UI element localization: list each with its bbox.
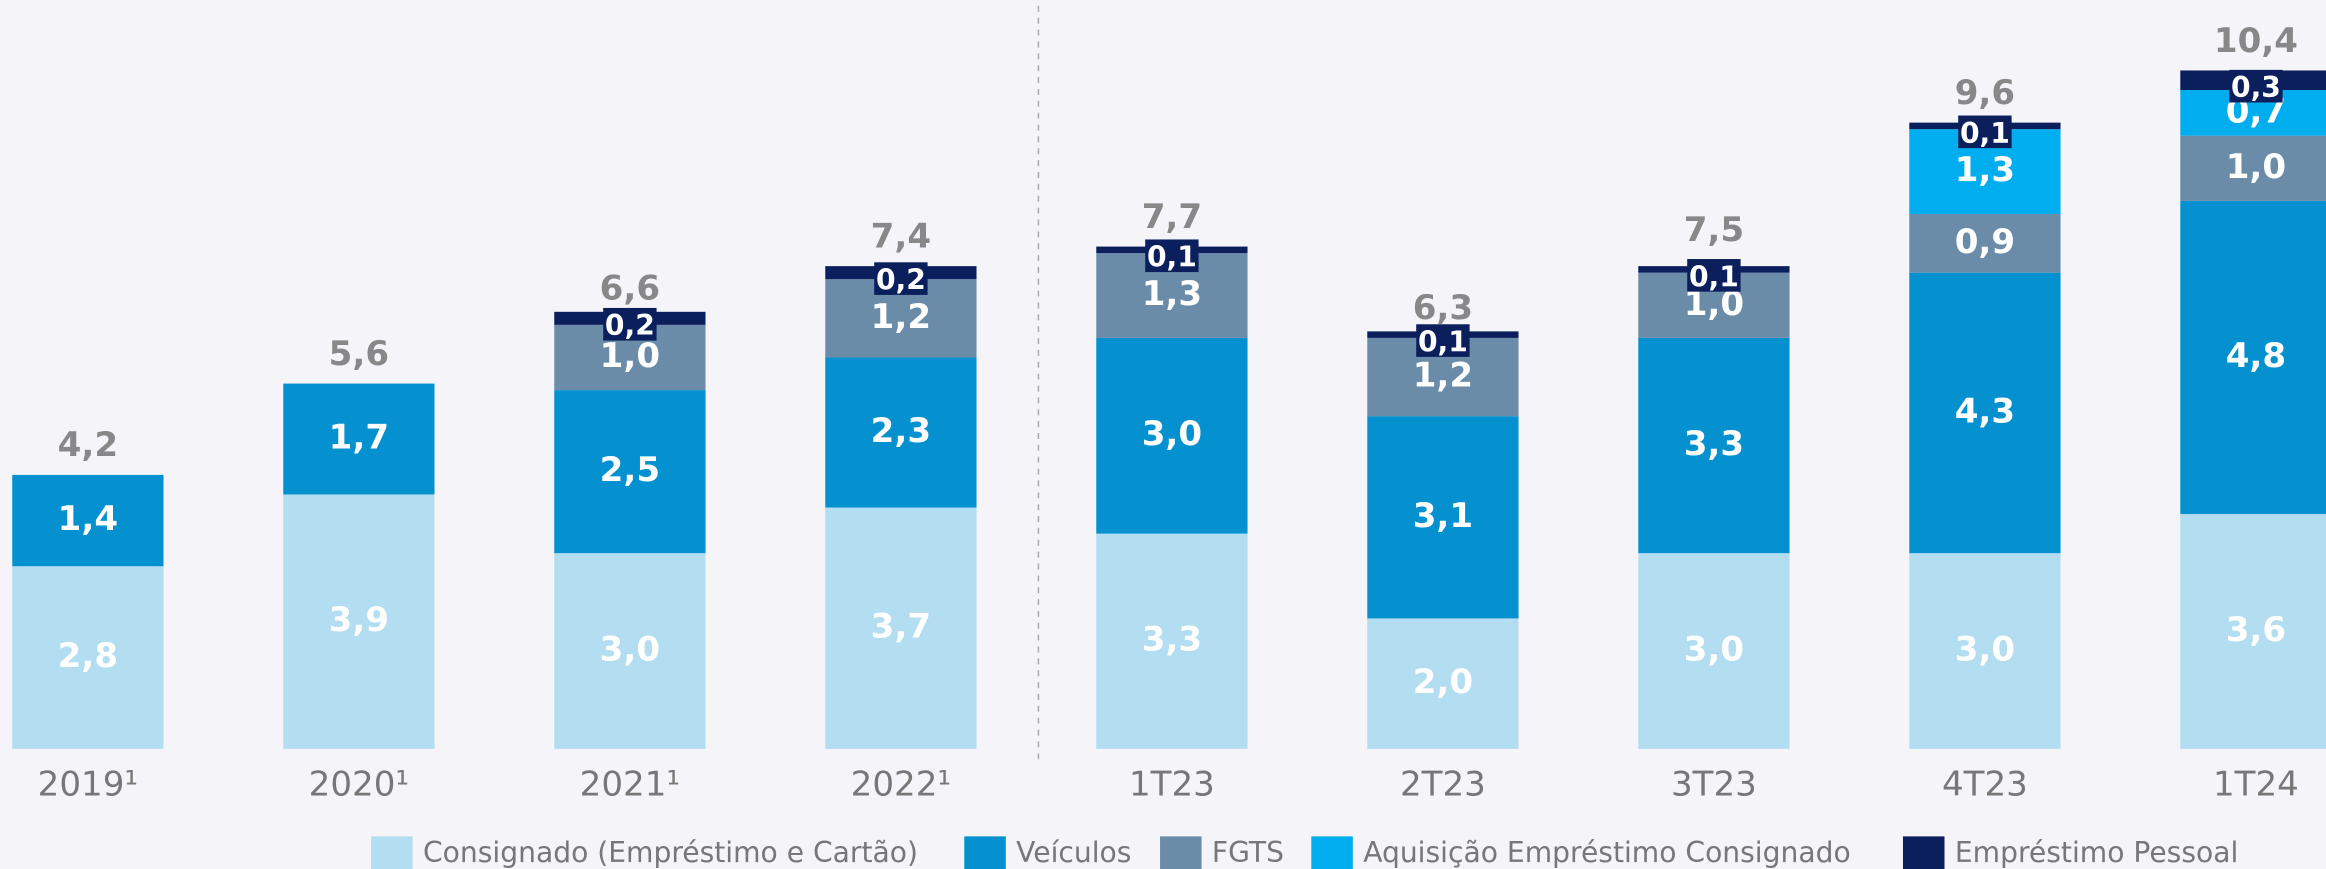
data-label: 1,2 [1413, 356, 1473, 396]
data-label: 4,3 [1955, 391, 2015, 431]
data-label: 0,2 [876, 264, 926, 297]
bar-segment [1909, 213, 2061, 273]
bar-segment [1096, 337, 1248, 534]
legend-swatch [964, 836, 1006, 869]
label-box [2229, 69, 2283, 103]
x-tick-label: 4T23 [1942, 764, 2028, 804]
data-label: 1,2 [871, 297, 931, 337]
data-label: 1,3 [1955, 150, 2015, 190]
legend-swatch [1160, 836, 1202, 869]
total-label: 10,4 [2214, 21, 2298, 61]
data-label: 3,3 [1684, 424, 1744, 464]
x-tick-label: 1T23 [1129, 764, 1215, 804]
x-tick-label: 2T23 [1400, 764, 1486, 804]
data-label: 0,9 [1955, 222, 2015, 262]
total-label: 6,6 [600, 269, 660, 309]
data-label: 2,0 [1413, 662, 1473, 702]
data-label: 2,8 [58, 636, 118, 676]
data-label: 1,7 [329, 418, 389, 458]
label-box [1416, 324, 1470, 357]
legend-label: Consignado (Empréstimo e Cartão) [423, 836, 918, 869]
x-tick-label: 2021¹ [580, 764, 680, 804]
bar-segment [1638, 337, 1790, 554]
bar-segment [283, 383, 435, 495]
data-label: 4,8 [2226, 336, 2286, 376]
data-label: 0,1 [1689, 260, 1739, 293]
legend-swatch [371, 836, 413, 869]
bar-segment [2180, 514, 2326, 749]
data-label: 3,0 [600, 630, 660, 670]
data-label: 3,0 [1684, 630, 1744, 670]
bar-segment [825, 357, 977, 508]
bar-segment [1096, 533, 1248, 749]
legend-label: FGTS [1212, 836, 1284, 869]
data-label: 0,2 [605, 309, 655, 342]
legend-label: Aquisição Empréstimo Consignado [1363, 836, 1851, 869]
x-tick-label: 2020¹ [309, 764, 409, 804]
legend-label: Empréstimo Pessoal [1955, 836, 2238, 869]
data-label: 1,4 [58, 499, 118, 539]
label-box [874, 262, 928, 295]
bar-segment [283, 494, 435, 749]
bar-segment [1909, 272, 2061, 554]
data-label: 3,9 [329, 600, 389, 640]
data-label: 0,3 [2231, 71, 2281, 104]
total-label: 5,6 [329, 334, 389, 374]
total-label: 7,4 [871, 216, 931, 256]
data-label: 0,1 [1418, 326, 1468, 359]
data-label: 1,3 [1142, 274, 1202, 314]
total-label: 6,3 [1413, 288, 1473, 328]
bar-segment [825, 507, 977, 749]
bar-segment [1638, 553, 1790, 749]
bar-segment [12, 474, 164, 567]
data-label: 3,3 [1142, 620, 1202, 660]
data-label: 2,3 [871, 411, 931, 451]
total-label: 4,2 [58, 425, 118, 465]
data-label: 2,5 [600, 450, 660, 490]
x-tick-label: 2022¹ [851, 764, 951, 804]
data-label: 0,1 [1960, 117, 2010, 150]
bar-segment [2180, 135, 2326, 201]
data-label: 3,0 [1955, 630, 2015, 670]
bar-segment [1367, 618, 1519, 749]
data-label: 3,6 [2226, 610, 2286, 650]
data-label: 3,1 [1413, 496, 1473, 536]
data-label: 3,0 [1142, 414, 1202, 454]
label-box [1687, 259, 1741, 292]
legend-swatch [1902, 836, 1945, 869]
bar-segment [2180, 200, 2326, 515]
data-label: 1,0 [2226, 147, 2286, 187]
bar-segment [1367, 416, 1519, 619]
data-label: 3,7 [871, 607, 931, 647]
legend-swatch [1311, 836, 1353, 869]
total-label: 9,6 [1955, 73, 2015, 113]
bar-segment [1909, 553, 2061, 749]
label-box [603, 307, 657, 341]
label-box [1958, 115, 2012, 149]
data-label: 1,0 [600, 336, 660, 376]
bar-segment [554, 553, 706, 749]
legend-label: Veículos [1016, 836, 1131, 869]
x-tick-label: 2019¹ [38, 764, 138, 804]
x-tick-label: 3T23 [1671, 764, 1757, 804]
bar-segment [554, 390, 706, 554]
label-box [1145, 239, 1199, 273]
data-label: 0,1 [1147, 241, 1197, 274]
bar-segment [12, 566, 164, 749]
total-label: 7,5 [1684, 210, 1744, 250]
total-label: 7,7 [1142, 197, 1202, 237]
x-tick-label: 1T24 [2213, 764, 2299, 804]
